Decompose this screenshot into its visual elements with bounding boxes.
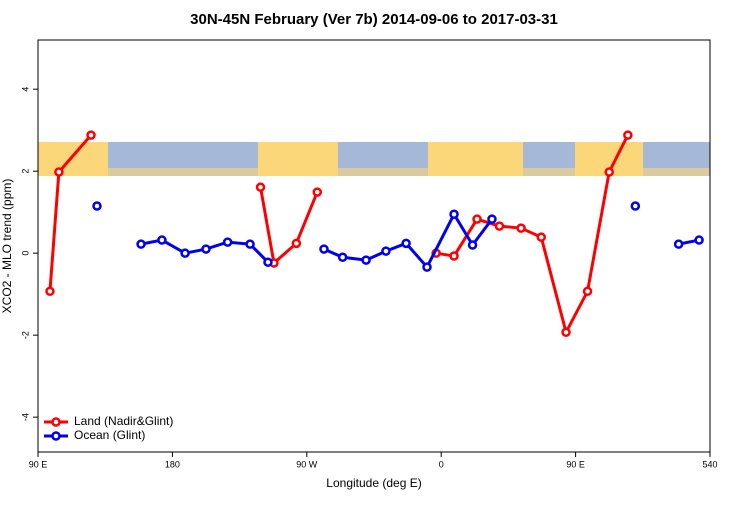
data-point <box>337 252 348 263</box>
plot-frame <box>37 39 711 453</box>
data-point <box>54 167 64 177</box>
y-tick-label: -4 <box>20 413 30 421</box>
data-point <box>180 248 190 258</box>
y-tick-label: 0 <box>20 251 30 256</box>
legend-marker <box>51 431 61 441</box>
data-point <box>467 240 478 250</box>
chart-title: 30N-45N February (Ver 7b) 2014-09-06 to … <box>190 11 558 28</box>
y-tick-label: 4 <box>20 87 30 92</box>
data-point <box>92 201 102 211</box>
legend-label: Land (Nadir&Glint) <box>74 414 173 428</box>
data-point <box>255 182 266 192</box>
data-point <box>494 221 505 231</box>
x-tick-label: 540 <box>702 459 717 469</box>
x-axis-label: Longitude (deg E) <box>326 476 421 490</box>
data-point <box>381 246 391 256</box>
x-tick-label: 180 <box>165 459 180 469</box>
data-point <box>157 235 167 245</box>
data-point <box>630 201 641 211</box>
data-point <box>536 232 547 242</box>
data-point <box>201 244 211 254</box>
data-point <box>623 130 633 140</box>
y-axis-label: XCO2 - MLO trend (ppm) <box>0 179 14 314</box>
data-point <box>673 239 684 249</box>
data-point <box>291 238 302 249</box>
data-point <box>263 257 273 267</box>
y-tick-label: -2 <box>20 331 30 339</box>
data-point <box>319 244 329 254</box>
data-point <box>361 255 371 265</box>
x-tick-label: 90 E <box>566 459 585 469</box>
data-point <box>245 239 255 249</box>
x-tick-label: 90 E <box>29 459 48 469</box>
data-point <box>694 235 704 245</box>
y-tick-label: 2 <box>20 169 30 174</box>
data-point <box>422 262 432 272</box>
data-point <box>86 130 96 140</box>
data-point <box>604 167 614 177</box>
data-point <box>582 286 593 297</box>
data-point <box>449 251 459 261</box>
data-point <box>472 214 482 224</box>
data-point <box>312 187 323 197</box>
data-point <box>136 239 146 249</box>
data-point <box>222 237 233 247</box>
data-point <box>401 238 411 249</box>
data-point <box>561 327 571 338</box>
legend-label: Ocean (Glint) <box>74 428 145 442</box>
legend-marker <box>51 417 61 427</box>
data-point <box>449 209 459 219</box>
x-tick-label: 90 W <box>296 459 318 469</box>
data-point <box>487 214 497 224</box>
data-point <box>45 286 55 297</box>
data-point <box>516 223 526 233</box>
x-tick-label: 0 <box>439 459 444 469</box>
